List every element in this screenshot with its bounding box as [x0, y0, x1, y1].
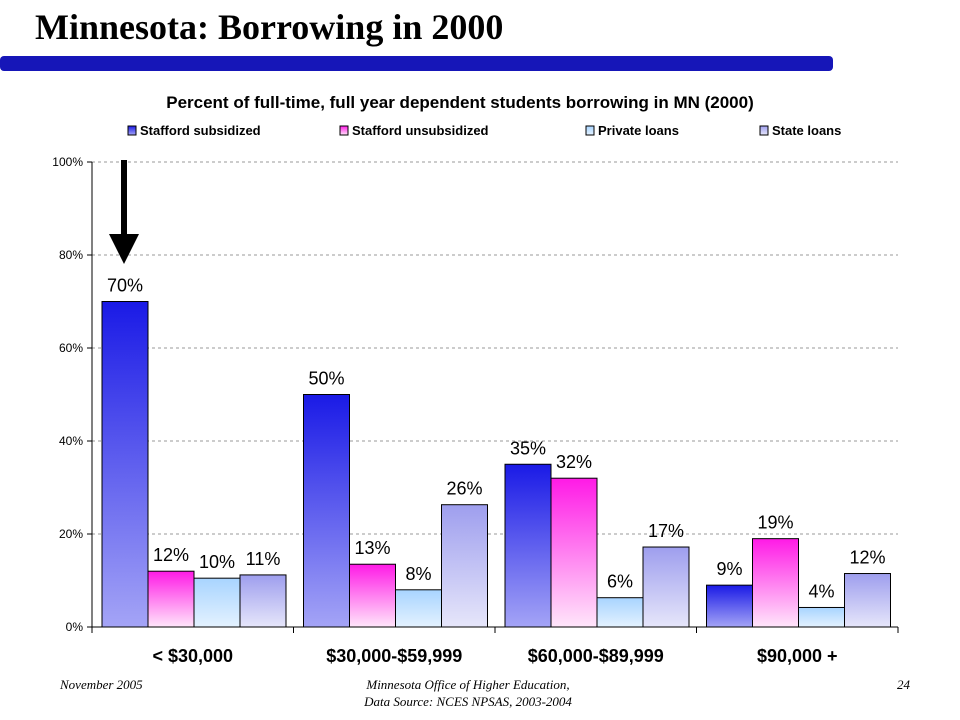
data-label: 10% [199, 552, 235, 572]
y-axis: 0% 20% 40% 60% 80% 100% [52, 155, 92, 634]
x-tick-label: $60,000-$89,999 [528, 646, 664, 666]
data-label: 50% [308, 369, 344, 389]
bar-3-4 [798, 606, 845, 628]
y-tick-label: 20% [59, 527, 83, 541]
arrow-shaft [121, 160, 127, 236]
bar-3-2 [395, 589, 442, 628]
chart-legend: Stafford subsidized Stafford unsubsidized… [127, 123, 841, 138]
bar-2-3 [550, 477, 598, 628]
data-label: 11% [246, 549, 281, 569]
bar-1-4 [706, 584, 753, 628]
bar-3-1 [193, 577, 241, 628]
x-tick-label: $30,000-$59,999 [326, 646, 462, 666]
bar-2-2 [349, 563, 396, 628]
bar-1-3 [504, 463, 552, 628]
bar-4-1 [239, 574, 287, 628]
y-tick-label: 40% [59, 434, 83, 448]
legend-label-1: Stafford subsidized [140, 123, 261, 138]
bar-1-1 [101, 301, 149, 628]
legend-label-4: State loans [772, 123, 841, 138]
y-tick-label: 0% [66, 620, 84, 634]
data-label: 26% [446, 479, 482, 499]
y-tick-label: 100% [52, 155, 83, 169]
data-label: 17% [648, 521, 684, 541]
footer-date: November 2005 [60, 677, 143, 692]
data-label: 13% [354, 538, 390, 558]
chart-bars [101, 301, 891, 628]
data-label: 19% [757, 513, 793, 533]
x-axis: < $30,000 $30,000-$59,999 $60,000-$89,999 $… [91, 627, 899, 666]
bar-2-4 [752, 538, 799, 628]
data-label: 6% [607, 572, 633, 592]
arrow-head [109, 234, 139, 264]
slide-title: Minnesota: Borrowing in 2000 [35, 7, 504, 47]
bar-1-2 [303, 394, 350, 628]
bar-3-3 [596, 597, 644, 628]
data-label: 9% [716, 559, 742, 579]
data-label: 35% [510, 438, 546, 458]
bar-4-2 [441, 504, 488, 628]
data-label: 12% [153, 545, 189, 565]
arrow-annotation [109, 160, 139, 264]
footer-source-line1: Minnesota Office of Higher Education, [366, 677, 570, 692]
y-tick-label: 60% [59, 341, 83, 355]
x-tick-label: $90,000 + [757, 646, 838, 666]
data-label: 12% [849, 548, 885, 568]
data-label: 8% [405, 564, 431, 584]
legend-swatch-3 [585, 125, 595, 136]
data-label: 70% [107, 276, 143, 296]
data-labels: 70% 12% 10% 11% 50% 13% 8% 26% 35% 32% 6% 17% 9% 19% 4… [107, 276, 886, 602]
chart-title: Percent of full-time, full year dependen… [166, 93, 754, 112]
bar-4-3 [642, 546, 690, 628]
legend-swatch-2 [339, 125, 349, 136]
footer-source: Minnesota Office of Higher Education, Da… [328, 676, 608, 710]
y-tick-label: 80% [59, 248, 83, 262]
footer-page-number: 24 [897, 677, 910, 692]
bar-2-1 [147, 570, 195, 628]
bar-4-4 [844, 573, 891, 628]
data-label: 4% [808, 581, 834, 601]
chart-grid [92, 161, 898, 535]
x-tick-label: < $30,000 [152, 646, 233, 666]
legend-swatch-1 [127, 125, 137, 136]
data-label: 32% [556, 452, 592, 472]
title-bar [0, 56, 833, 71]
legend-swatch-4 [759, 125, 769, 136]
footer-source-line2: Data Source: NCES NPSAS, 2003-2004 [364, 694, 572, 709]
legend-label-3: Private loans [598, 123, 679, 138]
legend-label-2: Stafford unsubsidized [352, 123, 489, 138]
